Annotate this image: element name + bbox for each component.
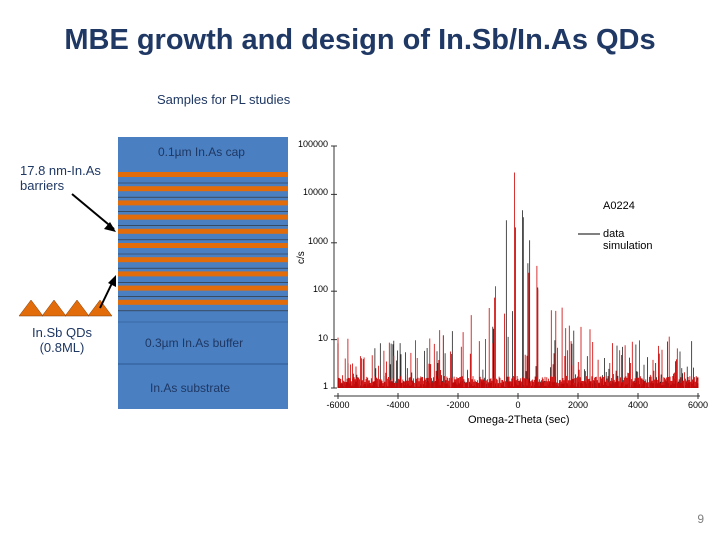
qd-layer-stripe (118, 214, 288, 220)
y-tick-label: 10000 (302, 187, 328, 198)
sample-label: A0224 (603, 200, 635, 212)
legend-data: data (603, 228, 625, 240)
barrier-label-line2: barriers (20, 178, 65, 193)
x-axis-label: Omega-2Theta (sec) (468, 414, 570, 426)
series-data (337, 210, 699, 388)
qd-layer-stripe (118, 271, 288, 277)
qd-layer-stripe (118, 285, 288, 291)
y-tick-label: 1000 (307, 235, 328, 246)
page-number: 9 (697, 512, 704, 526)
x-tick-label: 2000 (567, 400, 589, 410)
qd-layer-stripe (118, 243, 288, 248)
barrier-label: 17.8 nm-In.As barriers (20, 163, 101, 193)
qd-layer-stripe (118, 257, 288, 263)
x-tick-label: -6000 (326, 400, 350, 410)
substrate-label: In.As substrate (150, 381, 231, 395)
qd-label: In.Sb QDs (0.8ML) (32, 325, 92, 355)
x-tick-label: 4000 (627, 400, 649, 410)
qd-arrow-head (108, 275, 116, 287)
barrier-label-line1: 17.8 nm-In.As (20, 163, 101, 178)
qd-layer-stripe (118, 186, 288, 192)
barrier-arrow (71, 193, 115, 230)
x-tick-label: 0 (515, 400, 521, 410)
x-tick-label: -2000 (446, 400, 470, 410)
qd-triangle (18, 299, 44, 317)
barrier-arrow-head (104, 222, 116, 232)
qd-layer-stripe (118, 299, 288, 305)
y-tick-label: 100000 (297, 139, 328, 149)
qd-triangle (41, 299, 67, 317)
qd-layers (118, 172, 288, 312)
xrd-chart (331, 145, 700, 399)
x-tick-label: 6000 (687, 400, 709, 410)
series-simulation (337, 172, 699, 388)
buffer-label: 0.3µm In.As buffer (145, 336, 244, 350)
qd-layer-stripe (118, 228, 288, 234)
qd-triangle (64, 299, 90, 317)
cap-label: 0.1µm In.As cap (158, 145, 245, 159)
legend-simulation: simulation (603, 240, 653, 252)
slide-title: MBE growth and design of In.Sb/In.As QDs (64, 24, 656, 56)
x-tick-label: -4000 (386, 400, 410, 410)
y-tick-label: 100 (312, 284, 328, 295)
qd-triangles (18, 299, 113, 317)
y-tick-label: 1 (322, 381, 328, 391)
qd-label-line1: In.Sb QDs (32, 325, 92, 340)
slide-subtitle: Samples for PL studies (157, 92, 291, 107)
y-tick-label: 10 (317, 332, 328, 343)
qd-layer-stripe (118, 200, 288, 206)
qd-label-line2: (0.8ML) (39, 340, 85, 355)
qd-layer-stripe (118, 172, 288, 177)
y-axis-label: c/s (296, 251, 307, 264)
